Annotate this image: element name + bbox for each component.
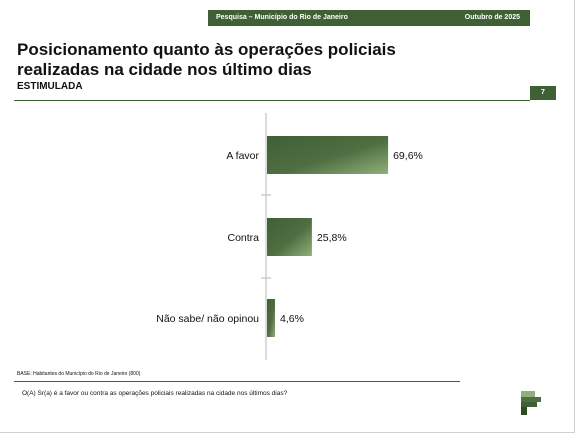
bar — [267, 136, 389, 174]
page-subtitle: ESTIMULADA — [17, 81, 83, 92]
page-title: Posicionamento quanto às operações polic… — [17, 40, 396, 79]
bar — [267, 299, 276, 337]
brand-logo-icon — [521, 391, 541, 415]
value-label: 25,8% — [317, 232, 347, 244]
category-label: Não sabe/ não opinou — [156, 313, 259, 325]
survey-label: Pesquisa – Município do Rio de Janeiro — [216, 14, 348, 21]
survey-date: Outubro de 2025 — [464, 14, 520, 21]
bar — [267, 218, 312, 256]
base-note: BASE: Habitantes do Município do Rio de … — [17, 371, 141, 377]
category-label: A favor — [226, 150, 259, 162]
survey-question: O(A) Sr(a) é a favor ou contra as operaç… — [22, 390, 288, 397]
page-number: 7 — [530, 86, 556, 100]
title-divider — [14, 100, 530, 101]
value-label: 69,6% — [393, 150, 423, 162]
category-label: Contra — [227, 232, 259, 244]
value-label: 4,6% — [280, 313, 304, 325]
footer-divider — [14, 381, 460, 382]
header-bar: Pesquisa – Município do Rio de Janeiro O… — [208, 10, 530, 26]
